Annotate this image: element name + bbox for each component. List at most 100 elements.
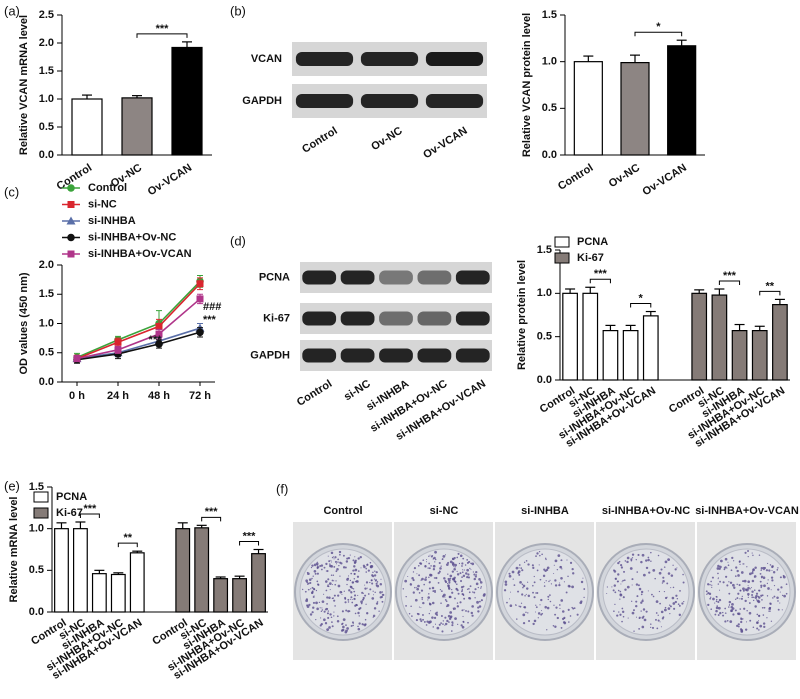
colony: [743, 607, 746, 610]
colony: [711, 586, 713, 588]
error-bar: [56, 522, 67, 529]
colony: [347, 598, 350, 601]
colony: [736, 612, 740, 615]
legend-label: si-INHBA: [88, 215, 136, 227]
colony: [343, 590, 345, 592]
y-tick-label: 1.5: [39, 288, 54, 300]
colony: [347, 575, 350, 577]
colony: [437, 581, 440, 584]
colony: [452, 607, 455, 609]
colony: [471, 605, 474, 608]
colony: [755, 594, 758, 598]
colony: [760, 586, 762, 589]
colony: [631, 557, 634, 559]
colony: [504, 580, 508, 584]
colony: [678, 613, 682, 617]
blot-band: [379, 311, 413, 326]
colony: [367, 569, 370, 572]
colony: [558, 604, 561, 606]
colony: [554, 559, 558, 563]
colony: [463, 597, 466, 600]
colony: [461, 565, 463, 567]
error-bar: [774, 298, 785, 305]
colony: [433, 577, 436, 579]
colony: [416, 586, 418, 588]
colony: [333, 580, 335, 582]
colony: [330, 574, 333, 576]
colony: [351, 599, 353, 601]
colony: [365, 567, 368, 570]
colony: [420, 579, 422, 581]
colony: [760, 566, 764, 570]
colony: [310, 588, 312, 590]
colony: [623, 579, 626, 582]
plate-well: [501, 548, 589, 636]
colony: [745, 621, 748, 623]
colony: [560, 627, 563, 629]
significance-label: ###: [203, 301, 221, 313]
colony: [366, 563, 369, 566]
colony: [483, 593, 486, 596]
colony: [366, 587, 368, 589]
plate-well: [400, 548, 488, 636]
colony: [522, 584, 526, 588]
colony: [664, 560, 668, 564]
colony: [539, 604, 541, 606]
colony: [719, 589, 721, 591]
significance-bracket: [630, 303, 652, 308]
colony: [428, 562, 431, 565]
colony: [466, 558, 469, 561]
colony: [752, 599, 755, 602]
colony: [747, 586, 750, 590]
colony: [319, 624, 322, 627]
colony: [741, 618, 744, 620]
colony: [345, 624, 347, 627]
colony: [554, 584, 558, 587]
colony: [751, 579, 755, 583]
colony: [725, 575, 728, 578]
colony: [617, 589, 620, 592]
colony: [745, 588, 749, 592]
y-tick-label: 1.5: [29, 481, 44, 493]
colony: [380, 595, 383, 599]
colony: [329, 589, 331, 591]
colony: [728, 581, 730, 583]
colony: [369, 588, 372, 591]
colony: [510, 591, 512, 593]
x-tick-label: Control: [295, 378, 335, 409]
x-tick-label: Ov-NC: [369, 125, 404, 153]
colony: [462, 615, 464, 618]
colony: [539, 554, 541, 557]
colony: [420, 589, 424, 592]
marker: [67, 250, 75, 258]
colony: [672, 586, 675, 589]
colony: [523, 606, 526, 608]
plate-well: [602, 548, 690, 636]
colony: [449, 574, 453, 578]
bar: [110, 573, 126, 613]
colony: [320, 617, 322, 619]
colony: [729, 581, 733, 585]
marker: [196, 295, 204, 303]
colony: [678, 604, 681, 607]
colony: [709, 584, 711, 586]
y-tick-label: 1.0: [542, 56, 557, 68]
colony: [760, 577, 762, 579]
blot-row-label: GAPDH: [242, 95, 282, 107]
colony: [369, 581, 371, 584]
colony: [776, 596, 779, 600]
colony: [470, 562, 472, 565]
colony: [357, 594, 359, 597]
colony: [312, 601, 316, 604]
colony: [342, 625, 345, 629]
colony: [336, 619, 340, 623]
image-label: si-INHBA+Ov-VCAN: [695, 505, 799, 517]
colony: [740, 571, 744, 574]
colony: [432, 558, 434, 560]
colony: [324, 580, 328, 583]
colony: [418, 606, 420, 608]
colony: [641, 599, 644, 603]
colony: [652, 568, 656, 572]
colony: [730, 569, 733, 572]
colony: [666, 596, 668, 598]
